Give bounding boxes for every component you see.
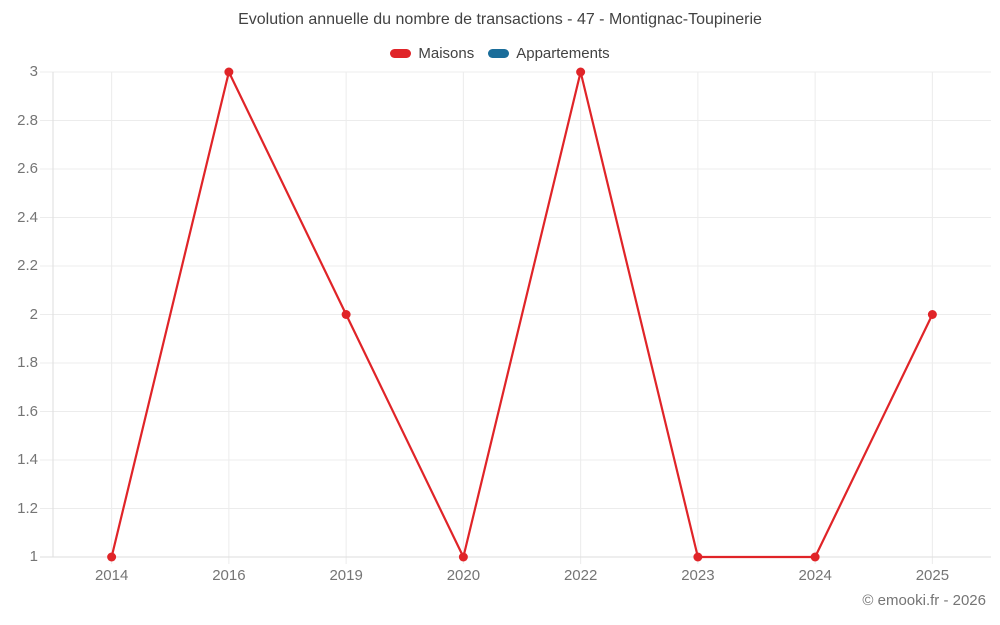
x-axis-label: 2023 [681,567,715,584]
x-axis-label: 2014 [94,567,129,584]
x-axis-label: 2024 [798,567,832,584]
y-axis-label: 1.8 [17,354,38,371]
y-axis-label: 2.2 [17,257,38,274]
data-point-maisons-2020 [458,552,468,562]
x-axis-label: 2016 [212,567,246,584]
legend-label-maisons: Maisons [418,45,475,62]
x-axis-label: 2025 [915,567,950,584]
y-axis-label: 1.6 [17,402,38,420]
data-point-maisons-2019 [341,310,351,319]
x-axis-label: 2022 [563,567,598,584]
y-axis-label: 2 [29,305,38,323]
legend-label-appartements: Appartements [516,45,610,62]
chart-title: Evolution annuelle du nombre de transact… [238,11,762,28]
data-point-maisons-2025 [927,310,937,319]
data-point-maisons-2016 [224,67,234,77]
y-axis-label: 1 [29,548,38,565]
y-axis-label: 1.4 [17,451,38,468]
data-point-maisons-2024 [810,552,820,562]
x-axis-label: 2019 [329,567,363,584]
legend-item-maisons[interactable]: Maisons [390,45,474,62]
data-point-maisons-2023 [693,552,703,562]
x-axis-label: 2020 [446,567,481,584]
appartements-series-swatch-icon [488,49,510,58]
data-point-maisons-2022 [576,67,586,77]
copyright-footer: © emooki.fr - 2026 [862,592,986,609]
chart-legend: Maisons Appartements [0,45,1000,62]
y-axis-label: 3 [29,63,38,80]
data-point-maisons-2014 [107,552,117,562]
y-axis-label: 2.8 [17,111,38,129]
series-line-maisons [110,70,934,559]
legend-item-appartements[interactable]: Appartements [488,45,610,62]
y-axis-label: 2.6 [17,160,38,177]
y-axis-label: 2.4 [17,208,38,226]
maisons-series-swatch-icon [390,49,412,58]
y-axis-label: 1.2 [17,499,38,517]
